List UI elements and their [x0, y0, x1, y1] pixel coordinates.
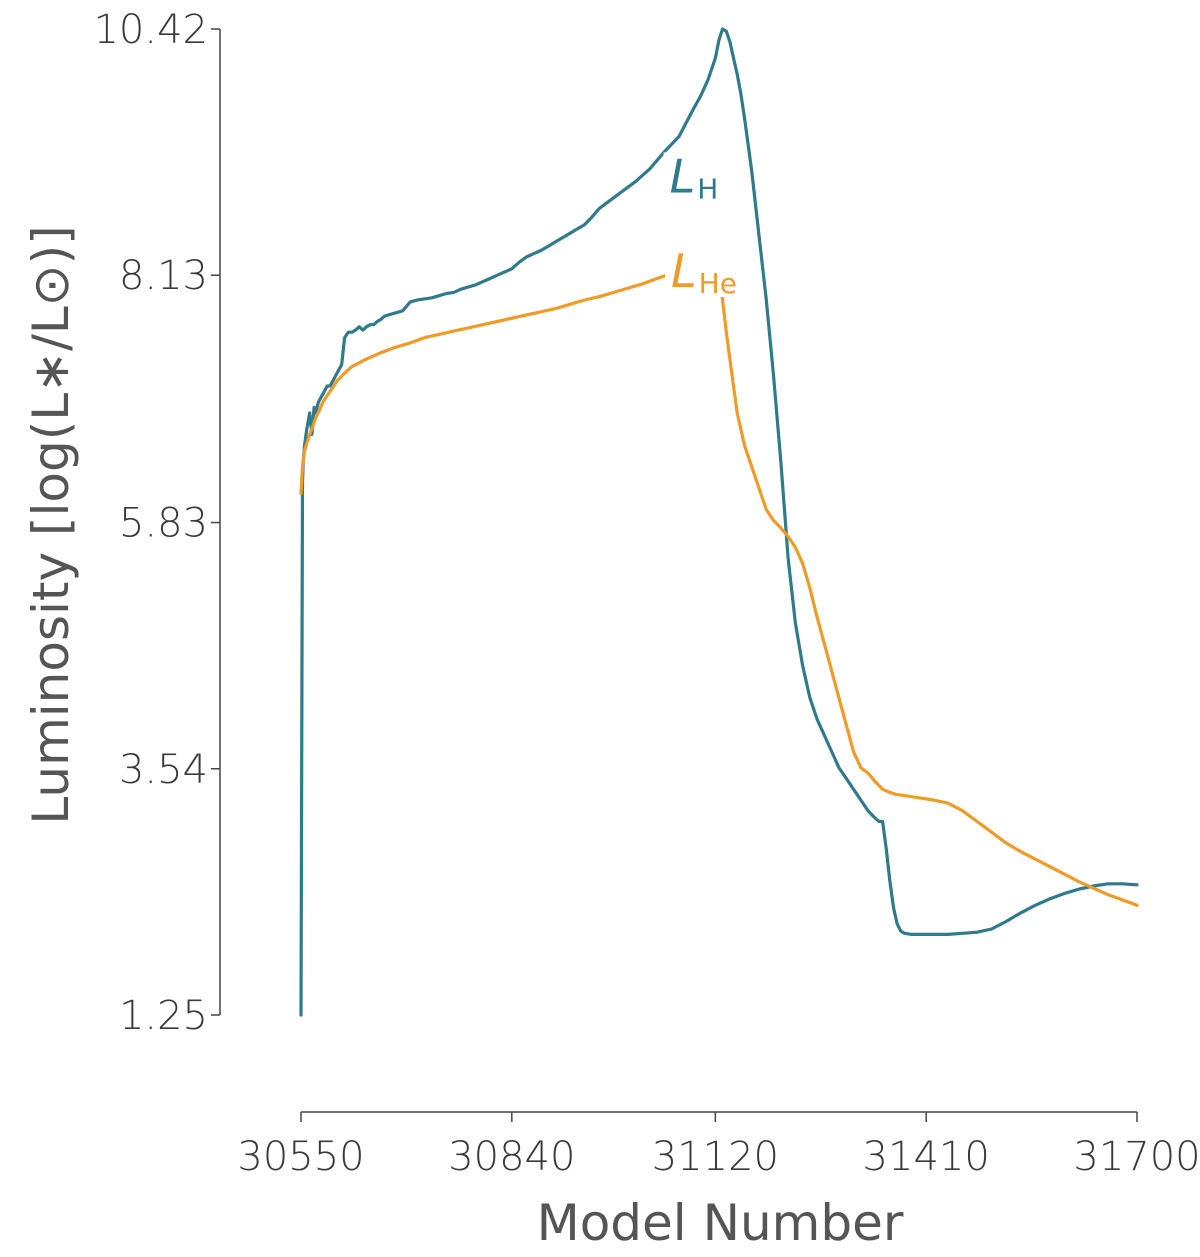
y-tick-label: 3.54: [119, 747, 208, 793]
series-label-background: [665, 247, 746, 298]
series-label-sub: He: [699, 267, 737, 300]
x-tick-label: 30550: [237, 1134, 364, 1180]
x-tick-label: 31700: [1073, 1134, 1200, 1180]
series-line-LH: [299, 27, 1139, 1017]
x-axis-title: Model Number: [537, 1194, 904, 1252]
series-layer: [299, 27, 1139, 1017]
series-label-background: [663, 152, 726, 203]
series-line-LHe: [299, 255, 1139, 907]
y-tick-label: 8.13: [119, 253, 208, 299]
x-tick-label: 30840: [448, 1134, 575, 1180]
x-tick-label: 31120: [652, 1134, 779, 1180]
series-label-sub: H: [697, 172, 718, 205]
y-tick-label: 10.42: [93, 7, 208, 53]
series-label-LH: LH: [670, 149, 719, 205]
y-axis-title: Luminosity [log(L∗/L⊙)]: [22, 225, 80, 824]
series-label-main: L: [670, 149, 696, 203]
series-label-LHe: LHe: [671, 244, 737, 300]
series-label-main: L: [671, 244, 697, 298]
y-tick-label: 5.83: [119, 501, 208, 547]
x-tick-label: 31410: [863, 1134, 990, 1180]
y-tick-label: 1.25: [119, 993, 208, 1039]
axes: 1.25 3.54 5.83 8.13 10.42 30550 30840 31120 3141…: [93, 7, 1200, 1180]
